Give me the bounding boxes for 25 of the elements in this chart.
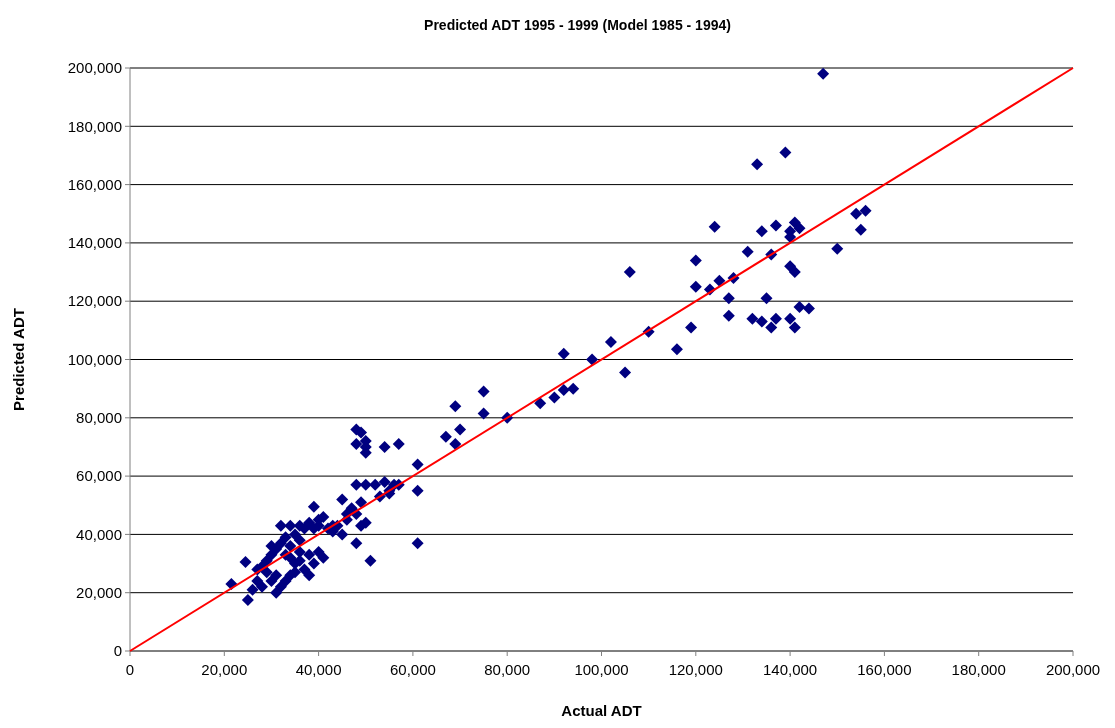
- x-tick-label: 80,000: [484, 661, 531, 678]
- x-tick-label: 0: [125, 661, 135, 678]
- x-tick-label: 200,000: [1045, 661, 1101, 678]
- x-tick-label: 140,000: [762, 661, 818, 678]
- y-tick-label: 60,000: [76, 467, 122, 485]
- x-tick-label: 40,000: [295, 661, 342, 678]
- y-tick-label: 0: [113, 642, 122, 660]
- x-tick-label: 160,000: [857, 661, 912, 678]
- y-tick-label: 40,000: [76, 525, 122, 543]
- y-tick-label: 200,000: [67, 59, 122, 77]
- x-tick-label: 60,000: [389, 661, 436, 678]
- y-tick-label: 20,000: [76, 583, 122, 601]
- x-axis-title: Actual ADT: [561, 702, 642, 719]
- x-tick-label: 180,000: [951, 661, 1006, 678]
- y-tick-label: 120,000: [67, 292, 122, 310]
- y-tick-label: 140,000: [67, 234, 122, 252]
- y-tick-label: 100,000: [67, 350, 122, 368]
- y-tick-label: 80,000: [76, 409, 122, 427]
- y-tick-label: 180,000: [67, 117, 122, 135]
- x-tick-label: 100,000: [574, 661, 629, 678]
- chart-title: Predicted ADT 1995 - 1999 (Model 1985 - 1994): [424, 17, 731, 33]
- x-tick-label: 120,000: [668, 661, 723, 678]
- x-tick-label: 20,000: [201, 661, 248, 678]
- y-tick-label: 160,000: [67, 175, 122, 193]
- y-axis-title: Predicted ADT: [10, 308, 27, 411]
